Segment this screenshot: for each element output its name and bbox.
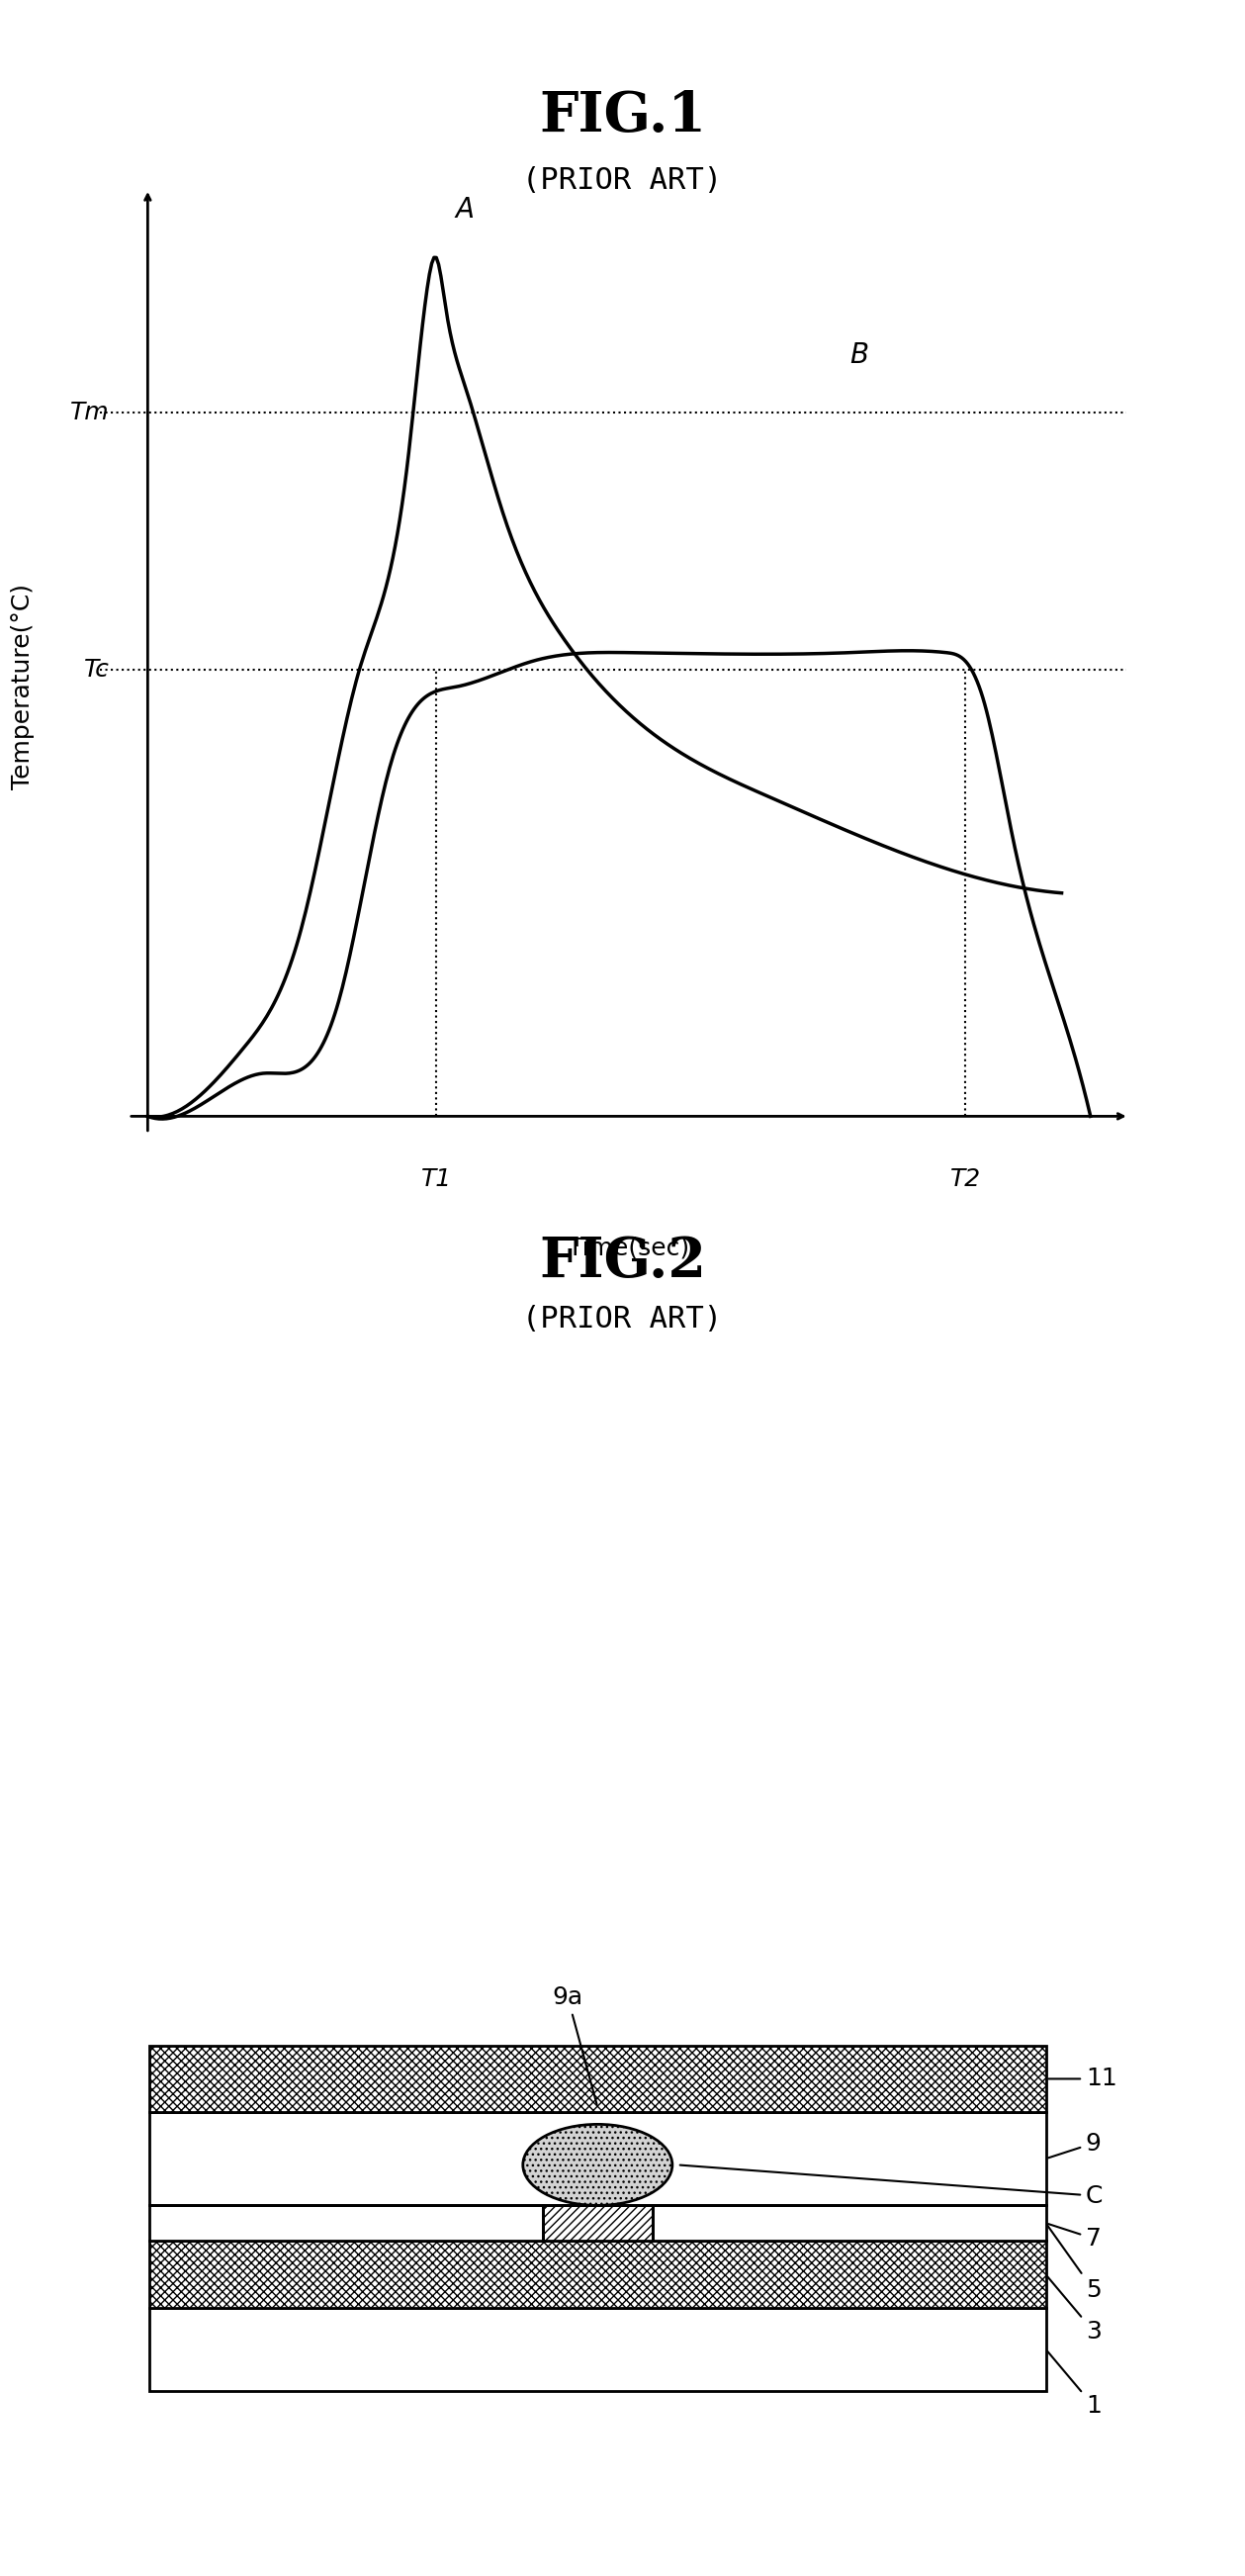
Text: 9a: 9a [553, 1986, 596, 2105]
Text: 1: 1 [1047, 2352, 1102, 2419]
Text: 9: 9 [1048, 2130, 1102, 2159]
Text: T2: T2 [950, 1167, 981, 1193]
Text: FIG.1: FIG.1 [539, 88, 706, 144]
Text: C: C [680, 2164, 1103, 2208]
Text: Tc: Tc [83, 657, 110, 683]
Text: 3: 3 [1047, 2277, 1102, 2344]
Bar [149, 2112, 1046, 2205]
Text: 5: 5 [1047, 2226, 1102, 2303]
Text: (PRIOR ART): (PRIOR ART) [523, 165, 722, 196]
Text: Time(sec): Time(sec) [568, 1236, 690, 1260]
Bar [543, 2205, 652, 2241]
Bar [149, 2205, 1046, 2241]
Text: T1: T1 [421, 1167, 452, 1193]
Bar [149, 2241, 1046, 2308]
Ellipse shape [523, 2125, 672, 2205]
Text: Temperature(°C): Temperature(°C) [11, 585, 35, 791]
Bar [149, 2045, 1046, 2112]
Text: 11: 11 [1048, 2066, 1117, 2092]
Text: Tm: Tm [70, 399, 110, 425]
Text: 7: 7 [1048, 2223, 1102, 2251]
Text: A: A [456, 196, 474, 224]
Text: FIG.2: FIG.2 [539, 1234, 706, 1291]
Text: B: B [850, 343, 869, 368]
Bar [149, 2308, 1046, 2391]
Text: (PRIOR ART): (PRIOR ART) [523, 1303, 722, 1334]
